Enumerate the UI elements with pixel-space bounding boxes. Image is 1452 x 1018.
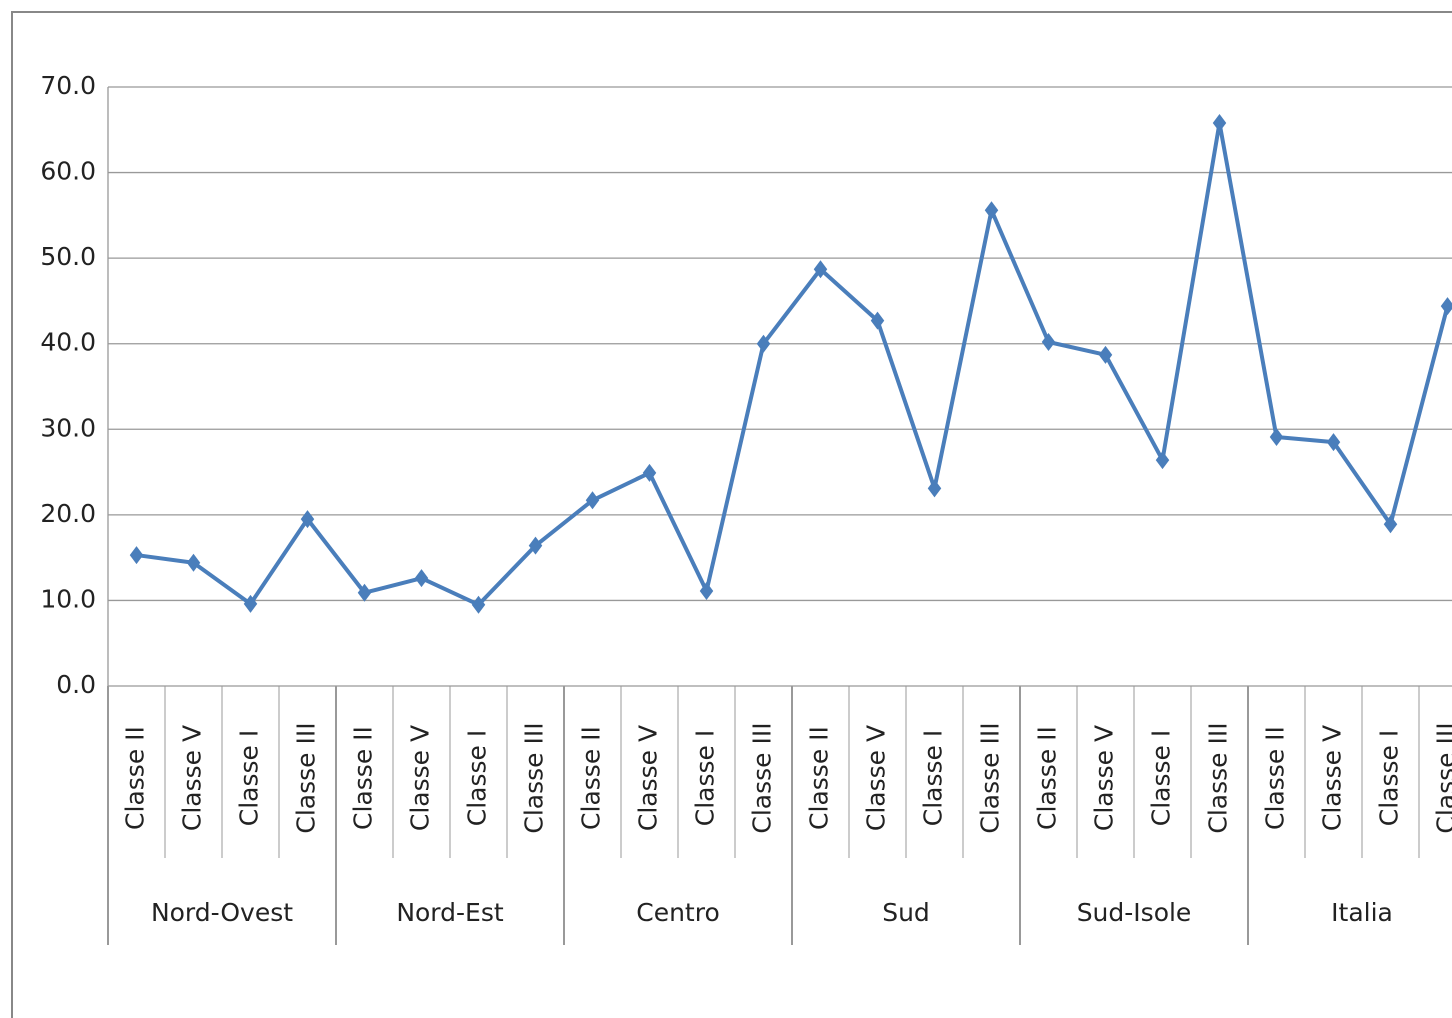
point-marker [129,546,144,565]
y-tick-label: 50.0 [40,242,96,271]
group-label: Sud-Isole [1077,898,1192,927]
x-tick-label: Classe III [1204,722,1233,833]
group-label: Centro [636,898,720,927]
point-marker [528,536,543,555]
group-label: Sud [882,898,930,927]
y-tick-label: 0.0 [56,670,96,699]
chart-frame [11,11,1452,1018]
point-marker [414,569,429,588]
x-tick-label: Classe II [577,726,606,830]
x-tick-label: Classe II [805,726,834,830]
x-tick-label: Classe V [406,725,435,831]
x-tick-label: Classe II [349,726,378,830]
x-tick-label: Classe I [1375,730,1404,826]
x-tick-label: Classe I [919,730,948,826]
y-tick-label: 40.0 [40,328,96,357]
y-tick-label: 30.0 [40,413,96,442]
series-line [136,120,1450,607]
point-marker [1155,451,1170,470]
x-tick-label: Classe III [520,722,549,833]
point-marker [984,201,999,220]
point-marker [699,582,714,601]
point-marker [813,260,828,279]
x-tick-label: Classe V [178,725,207,831]
point-marker [243,594,258,613]
point-marker [1440,297,1452,316]
x-tick-label: Classe III [1432,722,1452,833]
x-tick-label: Classe III [976,722,1005,833]
x-tick-label: Classe V [634,725,663,831]
x-tick-label: Classe III [748,722,777,833]
point-marker [186,553,201,572]
x-tick-label: Classe V [1090,725,1119,831]
point-marker [300,510,315,529]
group-label: Nord-Ovest [151,898,293,927]
y-tick-label: 70.0 [40,71,96,100]
x-tick-label: Classe V [862,725,891,831]
point-marker [1212,113,1227,132]
point-marker [357,583,372,602]
point-marker [471,595,486,614]
point-marker [756,334,771,353]
group-label: Italia [1331,898,1393,927]
x-tick-label: Classe I [235,730,264,826]
point-marker [1326,433,1341,452]
x-tick-label: Classe I [463,730,492,826]
point-marker [1041,333,1056,352]
x-tick-label: Classe III [292,722,321,833]
x-tick-label: Classe I [691,730,720,826]
point-marker [870,311,885,330]
y-tick-label: 60.0 [40,157,96,186]
y-tick-label: 20.0 [40,499,96,528]
x-tick-label: Classe II [1261,726,1290,830]
x-tick-label: Classe V [1318,725,1347,831]
point-marker [1383,515,1398,534]
x-tick-label: Classe II [121,726,150,830]
x-tick-label: Classe II [1033,726,1062,830]
group-label: Nord-Est [396,898,504,927]
point-marker [585,491,600,510]
x-tick-label: Classe I [1147,730,1176,826]
point-marker [927,479,942,498]
y-tick-label: 10.0 [40,584,96,613]
point-marker [1269,427,1284,446]
point-marker [1098,345,1113,364]
point-marker [642,463,657,482]
